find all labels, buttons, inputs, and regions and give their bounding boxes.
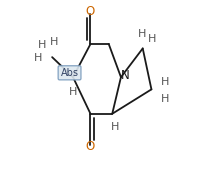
Text: O: O <box>86 140 95 153</box>
Text: H: H <box>161 76 170 87</box>
Text: H: H <box>38 40 47 50</box>
Text: H: H <box>138 30 146 39</box>
Text: H: H <box>69 87 77 97</box>
Text: H: H <box>50 37 58 47</box>
Text: N: N <box>120 69 129 82</box>
Text: H: H <box>148 34 156 44</box>
Text: H: H <box>161 94 170 104</box>
Text: H: H <box>34 53 42 63</box>
Text: H: H <box>111 122 119 132</box>
Text: Abs: Abs <box>61 68 78 78</box>
FancyBboxPatch shape <box>58 66 81 80</box>
Text: O: O <box>86 5 95 18</box>
